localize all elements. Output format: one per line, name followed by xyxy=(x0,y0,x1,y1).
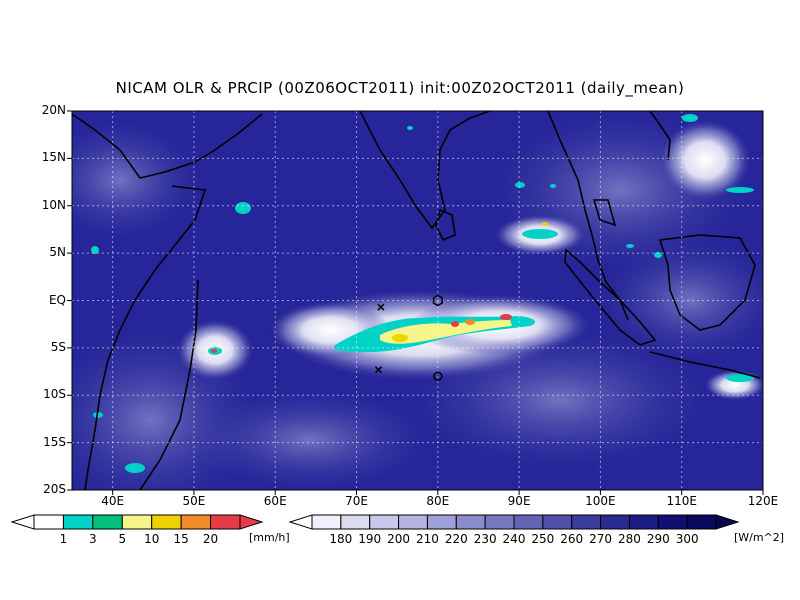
olr-swatch xyxy=(398,514,428,530)
x-marker xyxy=(377,303,385,311)
precip-colorbar-label: 10 xyxy=(144,532,160,546)
olr-colorbar-label: 300 xyxy=(675,532,699,546)
olr-colorbar-label: 280 xyxy=(617,532,641,546)
circle-marker xyxy=(433,371,443,382)
olr-swatch xyxy=(686,514,717,530)
chart-title: NICAM OLR & PRCIP (00Z06OCT2011) init:00… xyxy=(115,79,685,97)
olr-colorbar-label: 200 xyxy=(387,532,411,546)
precip-colorbar-label: 15 xyxy=(173,532,189,546)
olr-swatch xyxy=(455,514,486,530)
olr-colorbar-label: 250 xyxy=(531,532,555,546)
olr-colorbar-label: 180 xyxy=(329,532,353,546)
olr-colorbar-label: 290 xyxy=(646,532,670,546)
olr-swatch xyxy=(311,514,342,530)
olr-swatch xyxy=(542,514,573,530)
olr-swatch xyxy=(600,514,630,530)
olr-swatch xyxy=(340,514,371,530)
olr-colorbar xyxy=(288,514,740,530)
gridlines xyxy=(72,111,763,490)
lat-label: 20S xyxy=(43,482,66,496)
olr-high-arrow xyxy=(715,514,740,530)
hexagon-marker xyxy=(432,294,443,307)
lon-label: 110E xyxy=(666,494,697,508)
olr-colorbar-label: 220 xyxy=(444,532,468,546)
lat-label: 5S xyxy=(50,339,66,354)
lon-label: 90E xyxy=(507,494,531,508)
precip-colorbar-label: 1 xyxy=(59,532,68,546)
olr-unit-label: [W/m^2] xyxy=(734,531,785,544)
olr-colorbar-label: 190 xyxy=(358,532,382,546)
axis-ticks xyxy=(67,110,764,495)
precip-swatch xyxy=(92,514,123,530)
lon-label: 50E xyxy=(182,494,206,508)
precipitation-cells xyxy=(91,114,754,473)
precip-high-arrow xyxy=(239,514,264,530)
olr-swatch xyxy=(513,514,544,530)
x-marker xyxy=(374,366,383,374)
lon-label: 120E xyxy=(747,494,779,508)
coastlines xyxy=(72,111,761,490)
lat-label: 15N xyxy=(41,150,66,165)
precip-colorbar-label: 20 xyxy=(202,532,219,546)
lon-label: 100E xyxy=(585,494,616,508)
olr-swatch xyxy=(628,514,659,530)
olr-swatch xyxy=(369,514,400,530)
lat-label: 20N xyxy=(41,103,66,117)
olr-swatch xyxy=(657,514,688,530)
lat-label: 10N xyxy=(41,197,66,212)
olr-colorbar-label: 230 xyxy=(473,532,497,546)
precip-swatch xyxy=(33,514,64,530)
olr-swatch xyxy=(426,514,457,530)
precip-swatch xyxy=(180,514,212,530)
lon-label: 70E xyxy=(345,494,368,508)
precip-colorbar-label: 3 xyxy=(89,532,97,546)
lat-label: 10S xyxy=(43,387,66,402)
lat-label: 15S xyxy=(43,434,66,449)
precip-swatch xyxy=(151,514,182,530)
precip-swatch xyxy=(62,514,94,530)
olr-colorbar-label: 260 xyxy=(560,532,584,546)
olr-swatch xyxy=(571,514,602,530)
olr-colorbar-label: 210 xyxy=(415,532,439,546)
lon-label: 80E xyxy=(426,494,450,508)
precip-swatch xyxy=(210,514,241,530)
precip-low-arrow xyxy=(10,514,35,530)
lat-label: EQ xyxy=(48,292,66,307)
precip-swatch xyxy=(121,514,153,530)
olr-swatch xyxy=(484,514,515,530)
lat-label: 5N xyxy=(49,245,66,260)
olr-colorbar-label: 270 xyxy=(589,532,613,546)
olr-low-arrow xyxy=(288,514,313,530)
precip-unit-label: [mm/h] xyxy=(249,531,290,544)
markers xyxy=(374,294,443,382)
olr-colorbar-label: 240 xyxy=(502,532,526,546)
lon-label: 40E xyxy=(101,494,125,508)
lon-label: 60E xyxy=(263,494,287,508)
precip-colorbar-label: 5 xyxy=(118,532,127,546)
olr-cloud-field xyxy=(72,111,763,490)
precip-colorbar xyxy=(10,514,264,530)
